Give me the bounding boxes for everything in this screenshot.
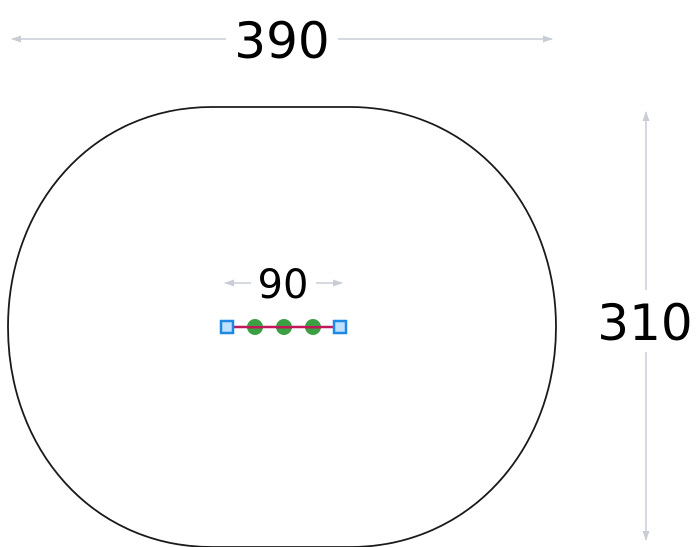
height-dimension-label: 310 <box>597 294 692 352</box>
width-dimension-label: 390 <box>234 12 329 70</box>
round-post-icon <box>247 319 263 335</box>
oval-boundary <box>7 106 557 547</box>
round-post-icon <box>276 319 292 335</box>
square-marker-icon <box>332 319 348 335</box>
round-post-icon <box>305 319 321 335</box>
post-assembly <box>219 319 348 335</box>
inner-span-label: 90 <box>258 262 309 308</box>
height-dimension: 310 <box>597 111 693 541</box>
width-dimension: 390 <box>11 12 553 70</box>
square-marker-icon <box>219 319 235 335</box>
inner-span-dimension: 90 <box>224 262 343 308</box>
